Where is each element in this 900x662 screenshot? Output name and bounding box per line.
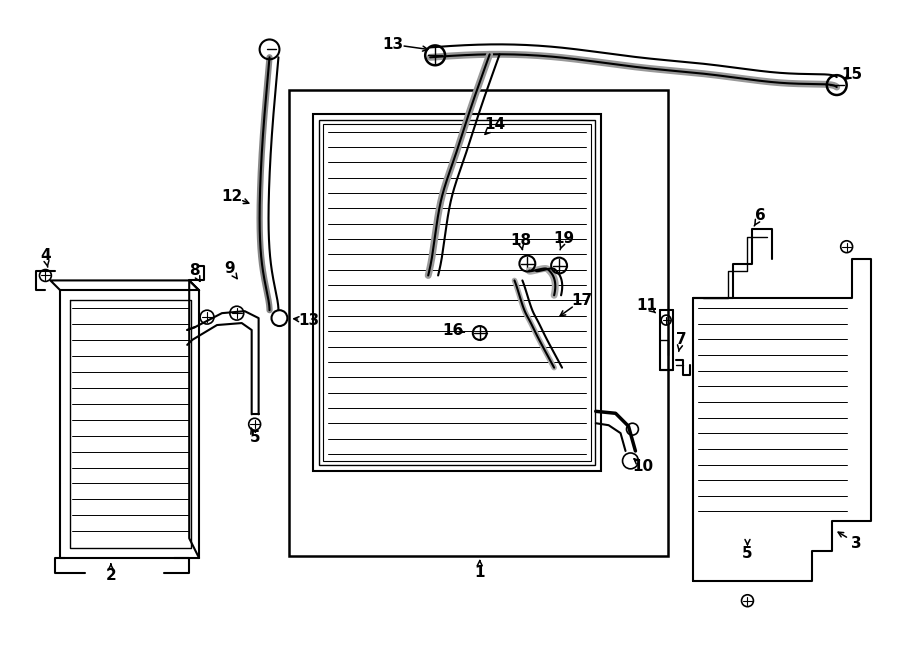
Bar: [290, 90, 668, 556]
Bar: [320, 120, 595, 465]
Text: 7: 7: [676, 332, 687, 348]
Text: 14: 14: [484, 117, 505, 132]
Text: 17: 17: [572, 293, 592, 308]
Text: 5: 5: [742, 545, 752, 561]
Bar: [313, 114, 600, 471]
Text: 16: 16: [442, 322, 464, 338]
Text: 10: 10: [633, 459, 654, 475]
Text: 13: 13: [299, 312, 320, 328]
Text: 13: 13: [382, 37, 403, 52]
Text: 2: 2: [105, 569, 116, 583]
Text: 12: 12: [221, 189, 242, 204]
Text: 18: 18: [509, 233, 531, 248]
Text: 6: 6: [755, 209, 766, 224]
Text: 8: 8: [189, 263, 200, 278]
Text: 19: 19: [554, 231, 574, 246]
Text: 4: 4: [40, 248, 50, 263]
Text: 1: 1: [474, 565, 485, 581]
Bar: [323, 124, 590, 461]
Text: 5: 5: [249, 430, 260, 445]
Text: 11: 11: [635, 298, 657, 312]
Text: 9: 9: [225, 261, 235, 276]
Text: 3: 3: [851, 536, 862, 551]
Text: 15: 15: [841, 67, 862, 81]
